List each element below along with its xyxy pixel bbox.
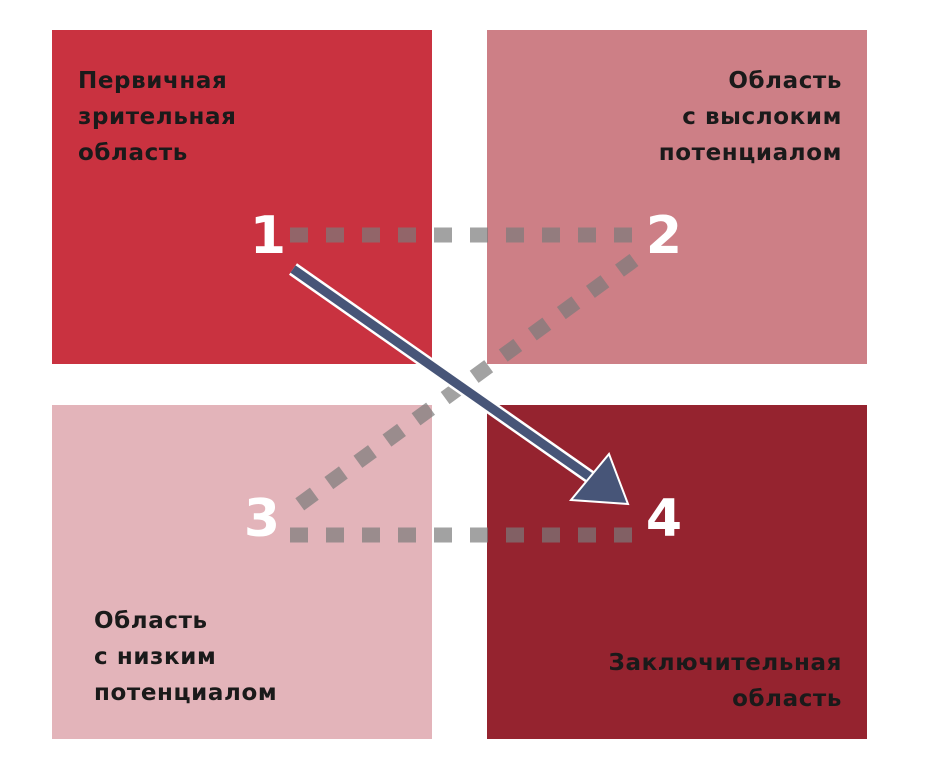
step-number-1: 1 (250, 206, 286, 266)
quadrant-2-label: Область с выслоким потенциалом (659, 63, 842, 171)
quadrant-3-label-line: Область (94, 608, 208, 634)
quadrant-1-label: Первичная зрительная область (78, 63, 236, 171)
quadrant-1-label-line: Первичная (78, 68, 228, 94)
quadrant-terminal-area (487, 405, 867, 739)
quadrant-3-label-line: потенциалом (94, 680, 278, 706)
step-number-2: 2 (646, 206, 682, 266)
quadrant-4-label-line: область (732, 686, 842, 712)
quadrant-high-potential-area (487, 30, 867, 364)
step-number-3: 3 (244, 489, 280, 549)
quadrant-1-label-line: зрительная (78, 104, 237, 130)
quadrant-3-label: Область с низким потенциалом (94, 603, 277, 711)
quadrant-4-label: Заключительная область (609, 645, 842, 717)
quadrant-2-label-line: с выслоким (682, 104, 842, 130)
arrow-shaft (290, 265, 593, 481)
step-number-4: 4 (646, 489, 682, 549)
arrow-1-to-4 (288, 263, 630, 506)
quadrant-1-label-line: область (78, 140, 188, 166)
quadrant-2-label-line: потенциалом (658, 140, 842, 166)
quadrant-primary-visual-area (52, 30, 432, 364)
quadrant-3-label-line: с низким (94, 644, 217, 670)
quadrant-4-label-line: Заключительная (608, 650, 842, 676)
quadrant-2-label-line: Область (728, 68, 842, 94)
arrow-head (568, 452, 630, 506)
